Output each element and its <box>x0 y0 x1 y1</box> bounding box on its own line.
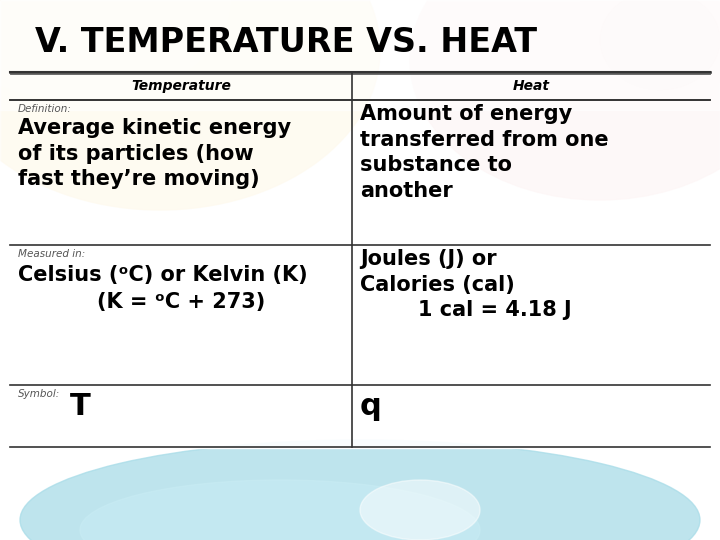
Text: Celsius (ᵒC) or Kelvin (K): Celsius (ᵒC) or Kelvin (K) <box>18 265 307 285</box>
Bar <box>0 0 720 448</box>
Text: Definition:: Definition: <box>18 104 72 114</box>
Text: Heat: Heat <box>513 79 549 93</box>
Ellipse shape <box>0 0 380 210</box>
Text: Measured in:: Measured in: <box>18 249 85 259</box>
Bar <box>0 0 720 110</box>
Text: q: q <box>360 392 382 421</box>
Text: Temperature: Temperature <box>131 79 231 93</box>
Ellipse shape <box>580 0 720 90</box>
Text: Amount of energy
transferred from one
substance to
another: Amount of energy transferred from one su… <box>360 104 608 201</box>
Ellipse shape <box>20 440 700 540</box>
Text: V. TEMPERATURE VS. HEAT: V. TEMPERATURE VS. HEAT <box>35 26 537 59</box>
Ellipse shape <box>600 0 720 90</box>
Text: Average kinetic energy
of its particles (how
fast they’re moving): Average kinetic energy of its particles … <box>18 118 291 189</box>
Text: T: T <box>70 392 91 421</box>
Ellipse shape <box>0 0 230 100</box>
Text: (K = ᵒC + 273): (K = ᵒC + 273) <box>97 292 265 312</box>
Ellipse shape <box>410 0 720 200</box>
Text: Symbol:: Symbol: <box>18 389 60 399</box>
Ellipse shape <box>80 480 480 540</box>
Text: Joules (J) or
Calories (cal)
        1 cal = 4.18 J: Joules (J) or Calories (cal) 1 cal = 4.1… <box>360 249 572 320</box>
Ellipse shape <box>360 480 480 540</box>
